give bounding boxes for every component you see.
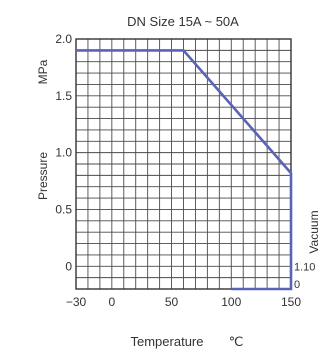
y-axis-unit: MPa xyxy=(36,59,50,84)
x-tick-label: 100 xyxy=(221,295,241,309)
chart-grid xyxy=(76,39,291,289)
chart-title: DN Size 15A ~ 50A xyxy=(127,14,239,29)
y-tick-label-right: 1.10 xyxy=(294,261,315,273)
y-tick-label-right: 0 xyxy=(294,279,300,291)
y-tick-labels-left: 2.0 1.5 1.0 0.5 0 xyxy=(55,32,72,273)
x-tick-label: −30 xyxy=(66,295,87,309)
x-axis-unit: ℃ xyxy=(229,334,244,349)
y-tick-label-left: 2.0 xyxy=(55,32,72,46)
y-tick-labels-right: 1.10 0 xyxy=(294,261,315,291)
y-axis-right-label: Vacuum xyxy=(307,210,321,253)
y-axis-label: Pressure xyxy=(36,152,50,200)
y-tick-label-left: 1.0 xyxy=(55,146,72,160)
y-tick-label-left: 0 xyxy=(65,259,72,273)
x-tick-label: 0 xyxy=(108,295,115,309)
y-tick-label-left: 0.5 xyxy=(55,202,72,216)
y-tick-label-left: 1.5 xyxy=(55,89,72,103)
plot-frame xyxy=(75,38,292,290)
x-tick-labels: −30 0 50 100 150 xyxy=(66,295,302,309)
x-tick-label: 150 xyxy=(281,295,301,309)
x-tick-label: 50 xyxy=(165,295,179,309)
x-axis-label: Temperature xyxy=(131,334,204,349)
pressure-limit-line xyxy=(76,49,293,291)
